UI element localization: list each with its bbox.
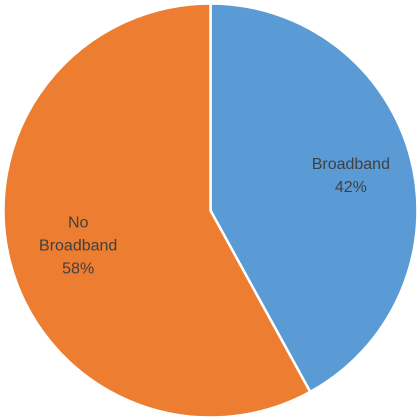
slice-label-no-broadband: No Broadband 58% xyxy=(39,214,117,277)
slice-label-broadband: Broadband 42% xyxy=(312,156,390,196)
pie-slice-no-broadband xyxy=(2,2,312,418)
pie-labels: Broadband 42% No Broadband 58% xyxy=(39,156,390,278)
slice-category: No xyxy=(68,214,89,231)
slice-percent: 42% xyxy=(335,179,367,196)
slice-category: Broadband xyxy=(39,237,117,254)
slice-category: Broadband xyxy=(312,156,390,173)
pie-slice-broadband xyxy=(209,2,417,394)
slice-percent: 58% xyxy=(62,260,94,277)
